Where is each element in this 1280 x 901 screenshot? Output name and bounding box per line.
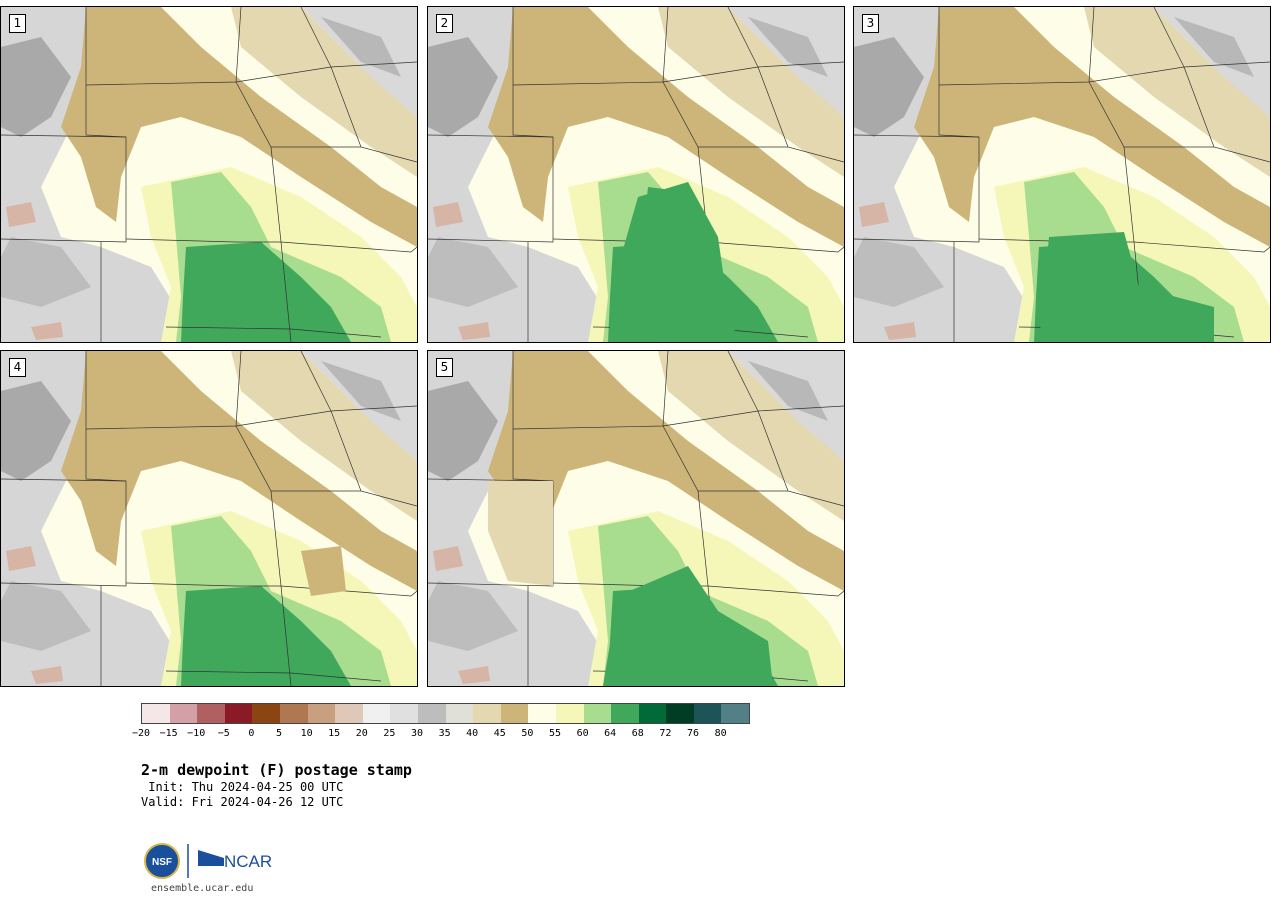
ensemble-member-panel: 3 <box>853 6 1271 343</box>
colorbar-ticks: −20 −15 −10 −5 0 5 10 15 20 25 30 35 40 45 50 55 60 64 68 7… <box>132 728 781 742</box>
footer-url: ensemble.ucar.edu <box>151 883 254 894</box>
colorbar-swatch <box>307 704 336 723</box>
member-number-label: 4 <box>9 358 26 377</box>
colorbar-tick-label: −10 <box>187 728 206 739</box>
colorbar-tick-label: 5 <box>275 728 283 739</box>
colorbar-swatch <box>224 704 253 723</box>
dewpoint-map <box>1 351 417 686</box>
member-number-label: 2 <box>436 14 453 33</box>
colorbar-tick-label: 40 <box>466 728 479 739</box>
colorbar-tick-label: 50 <box>521 728 534 739</box>
colorbar-swatch <box>197 704 225 723</box>
colorbar-tick-label: 72 <box>659 728 672 739</box>
colorbar-tick-label: 64 <box>604 728 617 739</box>
ensemble-member-panel: 4 <box>0 350 418 687</box>
colorbar-swatch <box>528 704 556 723</box>
colorbar-tick-label: 76 <box>686 728 700 739</box>
colorbar-swatch <box>445 704 474 723</box>
colorbar-tick-label: 45 <box>493 728 506 739</box>
ensemble-member-panel: 5 <box>427 350 845 687</box>
colorbar-swatch <box>693 704 722 723</box>
colorbar-swatch <box>417 704 446 723</box>
colorbar-tick-label: 80 <box>714 728 727 739</box>
colorbar-swatch <box>500 704 529 723</box>
colorbar-swatch <box>279 704 308 723</box>
colorbar-tick-label: 15 <box>328 728 341 739</box>
init-time: Init: Thu 2024-04-25 00 UTC <box>141 780 344 794</box>
dewpoint-map <box>428 351 844 686</box>
nsf-logo-text: NSF <box>152 857 172 868</box>
dewpoint-map <box>854 7 1270 342</box>
colorbar-tick-label: 35 <box>438 728 451 739</box>
colorbar-swatch <box>638 704 667 723</box>
nsf-ncar-logo: NSF NCAR <box>144 843 272 879</box>
dewpoint-map <box>428 7 844 342</box>
colorbar-swatch <box>169 704 198 723</box>
ensemble-member-panel: 2 <box>427 6 845 343</box>
chart-title: 2-m dewpoint (F) postage stamp <box>141 761 412 779</box>
colorbar-tick-label: 25 <box>383 728 396 739</box>
colorbar-tick-label: 0 <box>248 728 255 739</box>
colorbar-swatch <box>666 704 694 723</box>
ensemble-member-panel: 1 <box>0 6 418 343</box>
colorbar-tick-label: 55 <box>548 728 562 739</box>
colorbar-tick-label: 68 <box>631 728 644 739</box>
colorbar-tick-label: −20 <box>131 728 151 739</box>
colorbar-swatch <box>335 704 363 723</box>
colorbar-swatch <box>611 704 639 723</box>
colorbar-tick-label: 30 <box>410 728 424 739</box>
colorbar-tick-label: 10 <box>300 728 313 739</box>
member-number-label: 5 <box>436 358 453 377</box>
colorbar-swatch <box>721 704 750 723</box>
colorbar-swatch <box>390 704 418 723</box>
sponsor-logos: NSF NCAR <box>144 842 274 880</box>
ncar-logo-text: NCAR <box>224 852 272 871</box>
colorbar-swatch <box>252 704 280 723</box>
colorbar-swatch <box>142 704 170 723</box>
colorbar-tick-label: −15 <box>159 728 178 739</box>
member-number-label: 3 <box>862 14 879 33</box>
colorbar-tick-label: 20 <box>355 728 368 739</box>
colorbar-swatch <box>583 704 612 723</box>
dewpoint-map <box>1 7 417 342</box>
colorbar-tick-label: −5 <box>217 728 230 739</box>
colorbar-swatch <box>555 704 584 723</box>
valid-time: Valid: Fri 2024-04-26 12 UTC <box>141 795 344 809</box>
colorbar <box>141 703 751 724</box>
colorbar-swatch <box>473 704 501 723</box>
member-number-label: 1 <box>9 14 26 33</box>
colorbar-tick-label: 60 <box>576 728 589 739</box>
colorbar-swatch <box>362 704 391 723</box>
